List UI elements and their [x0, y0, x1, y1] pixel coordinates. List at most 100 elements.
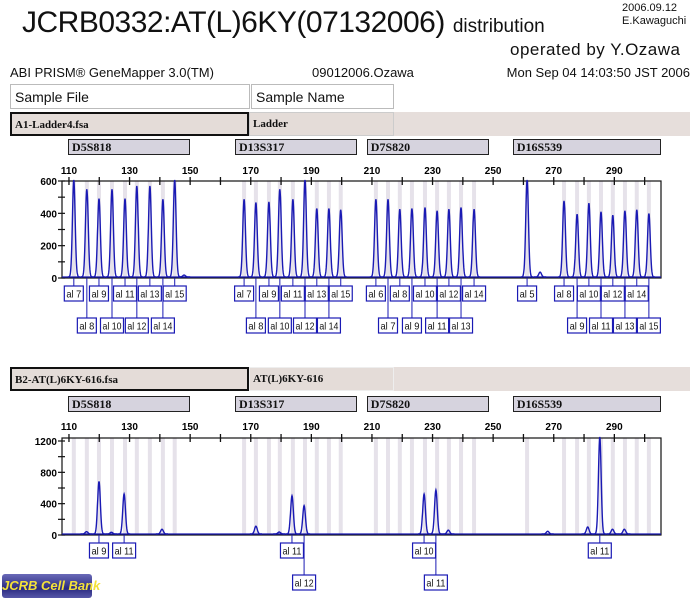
sample-name-cell[interactable]: Ladder: [249, 112, 394, 136]
sample-file-cell[interactable]: B2-AT(L)6KY-616.fsa: [10, 367, 249, 391]
allele-label[interactable]: al 12: [436, 285, 462, 302]
allele-label[interactable]: al 8: [245, 317, 267, 334]
x-tick-label: 170: [242, 166, 259, 177]
marker-d13s317[interactable]: D13S317: [235, 139, 357, 155]
allele-label[interactable]: al 9: [566, 317, 588, 334]
peak: [431, 210, 444, 278]
allele-label[interactable]: al 13: [137, 285, 162, 302]
allele-label[interactable]: al 14: [624, 285, 649, 302]
allele-bin: [386, 438, 391, 535]
marker-d7s820[interactable]: D7S820: [366, 139, 489, 155]
allele-label[interactable]: al 12: [600, 285, 625, 302]
marker-d16s539[interactable]: D16S539: [512, 139, 661, 155]
peak: [80, 189, 93, 278]
report-title: JCRB0332:AT(L)6KY(07132006): [22, 6, 445, 39]
allele-label-box: [76, 317, 97, 334]
allele-label[interactable]: al 11: [424, 317, 450, 334]
allele-label-text: al 9: [570, 321, 585, 333]
allele-label[interactable]: al 14: [316, 317, 342, 334]
allele-label[interactable]: al 7: [377, 317, 399, 334]
allele-label[interactable]: al 14: [150, 317, 175, 334]
peak: [442, 529, 455, 535]
allele-label-box: [566, 317, 588, 334]
allele-label[interactable]: al 9: [88, 542, 110, 559]
allele-label-box: [124, 317, 149, 334]
allele-label[interactable]: al 6: [365, 285, 386, 302]
allele-label[interactable]: al 9: [88, 285, 110, 302]
sample-name-column-header[interactable]: Sample Name: [251, 84, 394, 109]
allele-label-text: al 11: [116, 289, 135, 301]
allele-label[interactable]: al 13: [612, 317, 638, 334]
peak: [382, 199, 395, 278]
allele-label[interactable]: al 11: [279, 542, 305, 559]
sample-file-cell[interactable]: A1-Ladder4.fsa: [10, 112, 249, 136]
allele-label[interactable]: al 11: [280, 285, 305, 302]
allele-label[interactable]: al 15: [636, 317, 661, 334]
allele-bin: [134, 181, 139, 278]
allele-label-text: al 10: [415, 546, 434, 558]
allele-label[interactable]: al 8: [553, 285, 575, 302]
allele-label[interactable]: al 7: [63, 285, 84, 302]
allele-bin: [134, 438, 139, 535]
allele-label-text: al 8: [392, 289, 407, 301]
allele-label[interactable]: al 14: [461, 285, 487, 302]
allele-label-box: [587, 542, 612, 559]
peak: [298, 503, 311, 535]
allele-label-box: [267, 317, 292, 334]
marker-d5s818[interactable]: D5S818: [68, 396, 190, 412]
allele-label[interactable]: al 10: [576, 285, 601, 302]
allele-label[interactable]: al 11: [112, 285, 138, 302]
peak: [105, 189, 119, 278]
allele-label[interactable]: al 11: [588, 317, 614, 334]
allele-label-text: al 7: [237, 289, 252, 301]
allele-label[interactable]: al 10: [99, 317, 125, 334]
allele-label[interactable]: al 7: [233, 285, 255, 302]
allele-label[interactable]: al 11: [112, 542, 137, 559]
allele-label[interactable]: al 13: [448, 317, 474, 334]
allele-label[interactable]: al 10: [267, 317, 292, 334]
marker-d7s820[interactable]: D7S820: [366, 396, 489, 412]
allele-bin: [562, 181, 567, 278]
allele-label[interactable]: al 10: [412, 285, 438, 302]
allele-label[interactable]: al 13: [304, 285, 329, 302]
peak: [249, 202, 262, 278]
allele-label-text: al 9: [91, 546, 106, 558]
allele-label[interactable]: al 12: [291, 574, 317, 591]
allele-label[interactable]: al 12: [292, 317, 318, 334]
peak: [262, 201, 275, 278]
marker-d5s818[interactable]: D5S818: [68, 139, 190, 155]
allele-label[interactable]: al 10: [411, 542, 437, 559]
allele-label[interactable]: al 15: [328, 285, 353, 302]
allele-label-box: [291, 574, 317, 591]
allele-label[interactable]: al 8: [76, 317, 97, 334]
allele-label[interactable]: al 12: [124, 317, 149, 334]
allele-label[interactable]: al 9: [258, 285, 280, 302]
x-tick-label: 270: [545, 166, 562, 177]
allele-label-box: [436, 285, 462, 302]
marker-d13s317[interactable]: D13S317: [235, 396, 357, 412]
allele-label-text: al 10: [415, 289, 434, 301]
x-tick-label: 250: [485, 422, 502, 433]
marker-d16s539[interactable]: D16S539: [512, 396, 661, 412]
allele-bin: [409, 181, 414, 278]
allele-label[interactable]: al 11: [587, 542, 612, 559]
peak: [322, 208, 335, 278]
peak: [468, 208, 481, 278]
panel-2: 110 130 150 170 190 210 230 250 270 290 0 400 800 120…: [35, 422, 662, 591]
allele-bin: [472, 438, 477, 535]
allele-label[interactable]: al 8: [389, 285, 410, 302]
sample-name-cell[interactable]: AT(L)6KY-616: [249, 367, 394, 391]
allele-label[interactable]: al 15: [162, 285, 187, 302]
allele-label-text: al 13: [307, 289, 326, 301]
sample-file-column-header[interactable]: Sample File: [10, 84, 250, 109]
peak: [249, 525, 262, 535]
allele-label-text: al 11: [428, 321, 447, 333]
allele-label-box: [328, 285, 353, 302]
allele-label-box: [588, 317, 614, 334]
allele-label[interactable]: al 11: [423, 574, 448, 591]
allele-label-text: al 11: [283, 289, 302, 301]
allele-label[interactable]: al 9: [401, 317, 423, 334]
allele-label-box: [624, 285, 649, 302]
peak: [594, 211, 608, 278]
allele-label[interactable]: al 5: [516, 285, 538, 302]
